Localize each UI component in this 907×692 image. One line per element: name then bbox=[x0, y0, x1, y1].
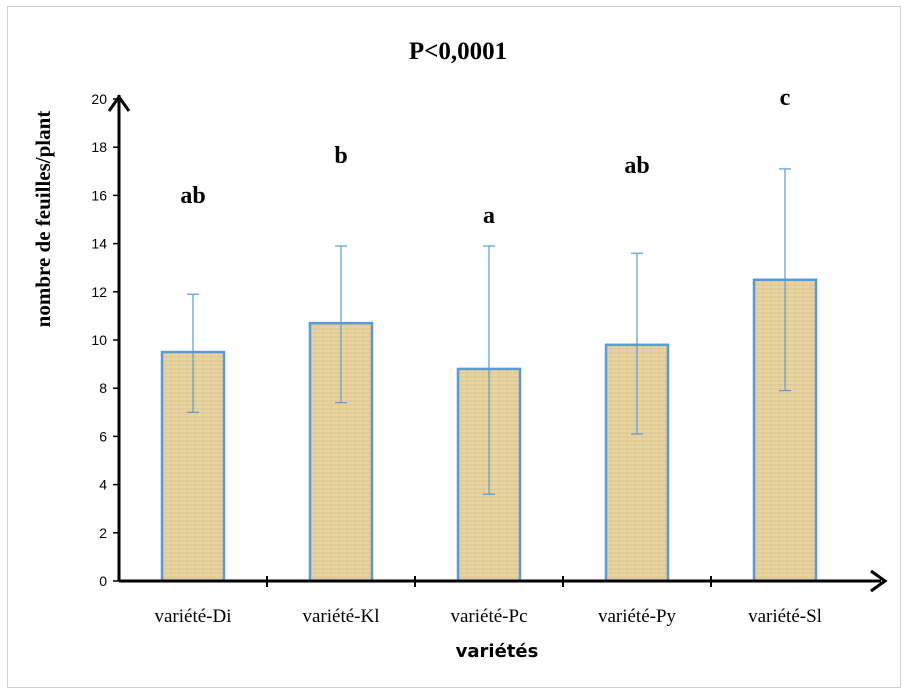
group-letter: ab bbox=[624, 153, 649, 179]
y-tick-label: 12 bbox=[91, 284, 107, 300]
x-tick-label: variété-Sl bbox=[748, 606, 822, 627]
y-tick-label: 4 bbox=[99, 477, 107, 493]
y-axis-arrow bbox=[107, 94, 131, 112]
group-letter: b bbox=[334, 143, 347, 169]
y-tick-label: 10 bbox=[91, 332, 107, 348]
x-tick-label: variété-Pc bbox=[450, 606, 527, 627]
y-tick-label: 14 bbox=[91, 236, 107, 252]
group-letter: a bbox=[483, 203, 495, 229]
bar-chart: P<0,0001 nombre de feuilles/plant variét… bbox=[31, 38, 888, 662]
group-letter: ab bbox=[180, 183, 205, 209]
y-tick-label: 0 bbox=[99, 573, 107, 589]
plot-area: ab variété-Di b variété-Kl a variété-Pc ab vari… bbox=[91, 85, 888, 627]
y-tick-label: 16 bbox=[91, 187, 107, 203]
x-tick-label: variété-Kl bbox=[302, 606, 379, 627]
x-tick-label: variété-Py bbox=[598, 606, 677, 627]
y-tick-label: 18 bbox=[91, 139, 107, 155]
group-letter: c bbox=[780, 85, 791, 111]
x-tick-label: variété-Di bbox=[154, 606, 231, 627]
y-tick-label: 8 bbox=[99, 380, 107, 396]
y-axis-label: nombre de feuilles/plant bbox=[31, 111, 55, 328]
y-tick-label: 2 bbox=[99, 525, 107, 541]
x-axis-arrow bbox=[870, 569, 888, 593]
y-tick-label: 6 bbox=[99, 428, 107, 444]
chart-frame: P<0,0001 nombre de feuilles/plant variét… bbox=[7, 6, 901, 688]
x-axis-label: variétés bbox=[456, 641, 539, 662]
chart-title: P<0,0001 bbox=[409, 38, 507, 65]
y-tick-label: 20 bbox=[91, 91, 107, 107]
